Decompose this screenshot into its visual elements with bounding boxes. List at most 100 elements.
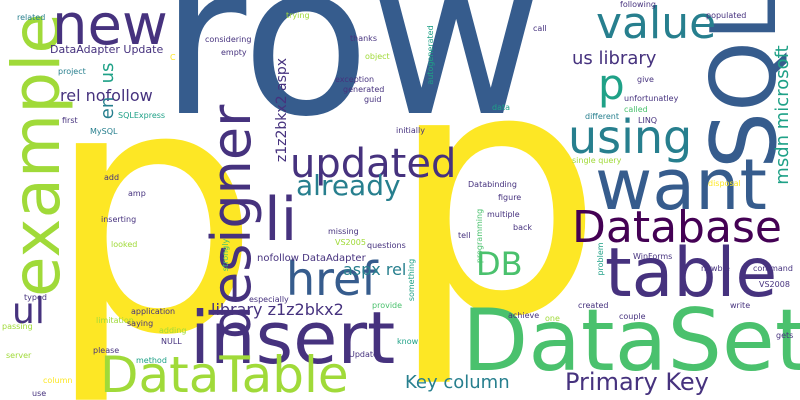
word-multiple: multiple [487, 210, 520, 219]
word-db: DB [476, 245, 523, 283]
word-databinding: Databinding [468, 180, 517, 189]
word-server: server [6, 351, 32, 360]
word-questions: questions [367, 241, 406, 250]
word-back: back [513, 223, 533, 232]
word-datatable: DataTable [100, 346, 349, 400]
word-passing: passing [2, 322, 33, 331]
word-p-small: p [598, 60, 625, 109]
word-looked: looked [111, 240, 138, 249]
word-guid: guid [364, 95, 382, 104]
word-primary-key: Primary Key [565, 368, 709, 396]
word-update: Update [349, 350, 378, 359]
word-library-z1z2bkx2: library z1z2bkx2 [211, 300, 344, 319]
word-especially: especially [249, 295, 289, 304]
word-rel-nofollow: rel nofollow [60, 86, 153, 105]
word-tell: tell [458, 231, 471, 240]
word-vs2005: VS2005 [335, 238, 366, 247]
word-data: data [492, 103, 511, 112]
word-key-column: Key column [405, 372, 510, 393]
word-write: write [730, 301, 751, 310]
word-inserting: inserting [101, 215, 137, 224]
word-row: row [160, 0, 542, 163]
word-know: know [397, 337, 419, 346]
word-new: new [52, 0, 168, 58]
word-href: href [286, 252, 378, 306]
word-gets: gets [776, 331, 794, 340]
word-winforms: WinForms [633, 252, 673, 261]
word-achieve: achieve [508, 311, 540, 320]
word-please: please [93, 346, 120, 355]
word-something: something [407, 258, 416, 302]
word-p: p [45, 14, 261, 400]
word-ul: ul [12, 291, 45, 332]
word-msdn-microsoft: msdn microsoft [772, 45, 793, 185]
word-vs2008: VS2008 [759, 280, 790, 289]
word-autogenerated: autogenerated [426, 25, 435, 85]
word-database: Database [572, 202, 782, 253]
word-one: one [545, 314, 560, 323]
word-created: created [578, 301, 609, 310]
word-limitation: limitation [96, 316, 134, 325]
word-programming: programming [475, 208, 484, 264]
word-using: using [568, 110, 693, 164]
word-use: use [32, 389, 47, 398]
word-typed: typed [24, 293, 47, 302]
word-want: want [595, 144, 767, 226]
word-provide: provide [372, 301, 403, 310]
word-newbie: newbie [701, 264, 730, 273]
word-give: give [637, 75, 654, 84]
word-sqlexpress: SQLExpress [118, 111, 166, 120]
word-initially: initially [396, 126, 425, 135]
word-updated: updated [290, 141, 457, 187]
word-populated: populated [706, 11, 747, 20]
word-linq: LINQ [638, 116, 658, 125]
word-problem: problem [596, 242, 605, 276]
word-us: us [97, 62, 118, 84]
word-aspx-rel: aspx rel [343, 260, 407, 279]
word-strongly: strongly [221, 238, 230, 272]
word-empty: empty [221, 48, 247, 57]
word-li: li [264, 185, 298, 255]
word-called: called [624, 105, 648, 114]
word-application: application [131, 307, 176, 316]
word-following: following [620, 0, 656, 9]
word-null: NULL [161, 337, 182, 346]
word-project: project [58, 67, 86, 76]
word-amp: amp [128, 189, 146, 198]
word-c: C [170, 53, 176, 62]
word-related: related [17, 13, 46, 22]
word-p: p [388, 0, 604, 392]
word-considering: considering [205, 35, 252, 44]
word-saying: saying [127, 319, 154, 328]
word-mysql: MySQL [90, 127, 118, 136]
word-add: add [104, 173, 120, 182]
word-trying: trying [286, 11, 310, 20]
word-us-library: us library [572, 48, 657, 69]
word-z1z2bkx2-aspx: z1z2bkx2 aspx [274, 57, 290, 163]
word-exception: exception [335, 75, 375, 84]
word-call: call [533, 24, 547, 33]
word-already: already [296, 169, 401, 202]
word-command: command [753, 264, 793, 273]
word-column: column [43, 376, 73, 385]
word-single-query: single query [572, 156, 622, 165]
word-different: different [585, 112, 619, 121]
word-generated: generated [343, 85, 385, 94]
word-en: en [97, 96, 118, 120]
word-insert: insert [190, 296, 396, 380]
word-dataset: DataSet [462, 291, 800, 391]
word-object: object [365, 52, 390, 61]
word-disposal: disposal [708, 179, 741, 188]
word-unfortunatley: unfortunatley [624, 94, 679, 103]
word-couple: couple [619, 312, 646, 321]
word-nofollow-dataadapter: nofollow DataAdapter [257, 253, 366, 264]
word-table: table [605, 234, 778, 313]
word-adding: adding [159, 326, 187, 335]
word-method: method [136, 356, 167, 365]
word-thanks: thanks [350, 34, 377, 43]
word-first: first [62, 116, 78, 125]
word-figure: figure [498, 193, 522, 202]
word-missing: missing [328, 227, 359, 236]
word-dataadapter-update: DataAdapter Update [50, 43, 164, 56]
